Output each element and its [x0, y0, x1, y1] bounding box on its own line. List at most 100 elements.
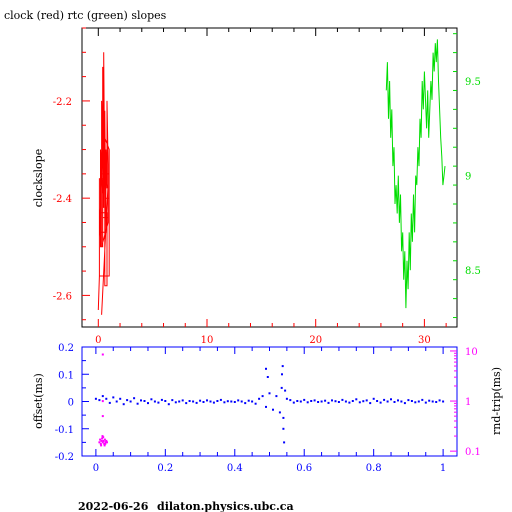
offset-x-tick-label: 0.2	[157, 463, 173, 474]
offset-point	[265, 405, 267, 408]
offset-left-tick-label: -0.2	[55, 452, 74, 463]
offset-point	[202, 401, 205, 403]
rtc-slope-line	[385, 39, 446, 309]
slope-x-tick-label: 0	[95, 335, 101, 346]
offset-point	[303, 398, 306, 401]
offset-point	[369, 402, 372, 405]
offset-point	[403, 402, 406, 405]
slope-left-tick-label: -2.2	[53, 97, 72, 108]
rndtrip-point	[100, 439, 103, 442]
offset-point	[244, 402, 247, 405]
rndtrip-right-tick-label: 10	[465, 347, 478, 358]
offset-point	[386, 400, 389, 403]
rndtrip-point	[103, 444, 106, 447]
offset-point	[351, 400, 354, 402]
offset-point	[306, 401, 309, 404]
offset-point	[435, 401, 438, 403]
rndtrip-point	[105, 439, 108, 442]
offset-point	[414, 401, 417, 404]
offset-point	[209, 400, 212, 403]
offset-point	[174, 401, 177, 404]
offset-point	[334, 400, 337, 403]
offset-point	[265, 367, 267, 370]
offset-point	[108, 401, 111, 404]
offset-x-tick-label: 0.8	[366, 463, 382, 474]
offset-point	[98, 399, 101, 402]
offset-point	[442, 400, 445, 403]
offset-point	[383, 398, 386, 401]
offset-point	[438, 399, 441, 402]
footer-host: dilaton.physics.ubc.ca	[157, 500, 294, 512]
offset-point	[278, 411, 281, 414]
offset-point	[362, 400, 365, 403]
offset-point	[337, 401, 340, 403]
offset-point	[240, 400, 243, 403]
offset-point	[424, 401, 427, 404]
offset-point	[390, 398, 392, 401]
slope-plot-frame	[81, 27, 458, 328]
rndtrip-point	[101, 437, 104, 440]
offset-point	[185, 402, 188, 405]
rndtrip-point	[98, 441, 101, 444]
offset-point	[341, 398, 344, 401]
offset-point	[266, 376, 269, 378]
offset-point	[317, 401, 320, 403]
offset-point	[393, 401, 396, 403]
offset-point	[281, 365, 284, 368]
slope-left-tick-label: -2.6	[53, 291, 72, 302]
offset-x-tick-label: 0.4	[227, 463, 243, 474]
offset-point	[94, 397, 97, 400]
offset-point	[192, 400, 195, 403]
offset-point	[181, 399, 184, 402]
offset-point	[258, 397, 261, 400]
rndtrip-right-axis-label: rnd-trip(ms)	[490, 367, 503, 435]
offset-point	[421, 398, 424, 401]
offset-point	[344, 400, 347, 403]
offset-point	[112, 396, 115, 399]
slope-left-tick-label: -2.4	[53, 194, 72, 205]
offset-point	[157, 401, 160, 404]
offset-point	[212, 401, 215, 404]
rndtrip-point	[106, 441, 108, 444]
offset-x-tick-label: 0.6	[296, 463, 312, 474]
offset-point	[292, 401, 295, 404]
slope-x-tick-label: 30	[418, 335, 431, 346]
offset-point	[310, 400, 313, 402]
offset-point	[254, 402, 257, 405]
offset-point	[247, 399, 250, 402]
offset-point	[365, 399, 368, 402]
offset-point	[122, 403, 125, 406]
rndtrip-point	[102, 439, 105, 442]
offset-point	[428, 399, 431, 402]
offset-point	[178, 400, 181, 403]
offset-point	[129, 400, 132, 403]
offset-point	[143, 400, 146, 402]
rndtrip-point	[101, 353, 104, 356]
offset-point	[282, 427, 285, 430]
offset-point	[188, 400, 191, 402]
offset-point	[268, 392, 271, 395]
offset-point	[355, 398, 358, 401]
offset-point	[119, 397, 122, 400]
offset-point	[150, 398, 153, 401]
offset-point	[285, 397, 288, 400]
offset-point	[171, 399, 174, 402]
offset-point	[136, 402, 139, 405]
rndtrip-point	[104, 441, 107, 444]
rndtrip-point	[102, 436, 105, 439]
slope-right-tick-label: 8.5	[465, 266, 481, 277]
offset-left-tick-label: 0.1	[58, 370, 74, 381]
offset-point	[417, 400, 420, 403]
offset-point	[101, 395, 104, 398]
offset-x-tick-label: 1	[440, 463, 446, 474]
offset-point	[289, 399, 292, 402]
offset-left-tick-label: 0	[68, 398, 74, 409]
slope-right-tick-label: 9	[465, 172, 471, 183]
rndtrip-point	[103, 442, 106, 445]
offset-point	[379, 401, 382, 404]
rndtrip-point	[101, 435, 104, 438]
slope-right-tick-label: 9.5	[465, 77, 481, 88]
offset-point	[230, 400, 233, 403]
offset-point	[199, 399, 202, 402]
